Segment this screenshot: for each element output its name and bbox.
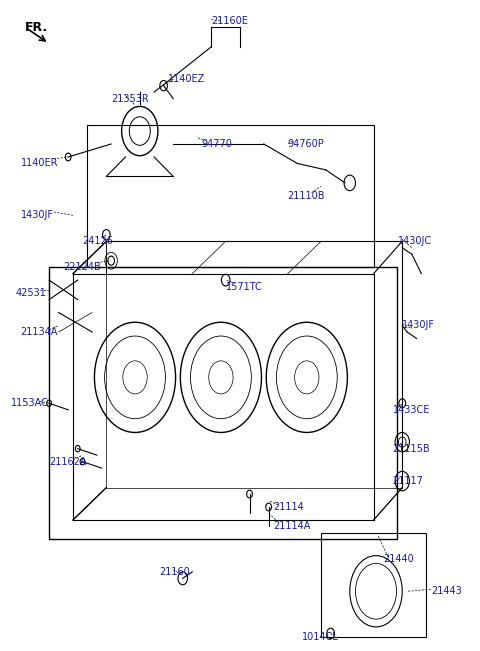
Text: 1153AC: 1153AC <box>11 398 49 408</box>
Text: 21353R: 21353R <box>111 94 149 104</box>
Text: 1140EZ: 1140EZ <box>168 74 205 84</box>
Text: 21117: 21117 <box>393 476 423 486</box>
Text: 1430JF: 1430JF <box>402 320 435 331</box>
Text: FR.: FR. <box>25 21 48 34</box>
Text: 21114A: 21114A <box>274 521 311 531</box>
Text: 21160: 21160 <box>159 567 190 577</box>
Text: 94770: 94770 <box>202 139 233 149</box>
Text: 21440: 21440 <box>383 554 414 564</box>
Bar <box>87 124 373 267</box>
Text: 1430JF: 1430JF <box>21 210 53 220</box>
Text: 21115B: 21115B <box>393 444 431 454</box>
Text: 1571TC: 1571TC <box>226 282 263 292</box>
Text: 1430JC: 1430JC <box>397 236 432 246</box>
Text: 1014CL: 1014CL <box>302 631 339 642</box>
Text: 1433CE: 1433CE <box>393 405 430 415</box>
Bar <box>321 533 426 637</box>
Text: 24126: 24126 <box>83 236 113 246</box>
Text: 21443: 21443 <box>431 587 462 596</box>
Text: 94760P: 94760P <box>288 139 324 149</box>
Text: 21134A: 21134A <box>21 327 58 337</box>
Text: 42531: 42531 <box>16 288 47 298</box>
Text: 21114: 21114 <box>274 502 304 512</box>
Text: 21110B: 21110B <box>288 191 325 201</box>
Text: 21162A: 21162A <box>49 456 86 467</box>
Text: 1140ER: 1140ER <box>21 158 58 169</box>
Bar <box>49 267 397 540</box>
Text: 21160E: 21160E <box>211 16 248 26</box>
Text: 22124B: 22124B <box>63 262 101 272</box>
